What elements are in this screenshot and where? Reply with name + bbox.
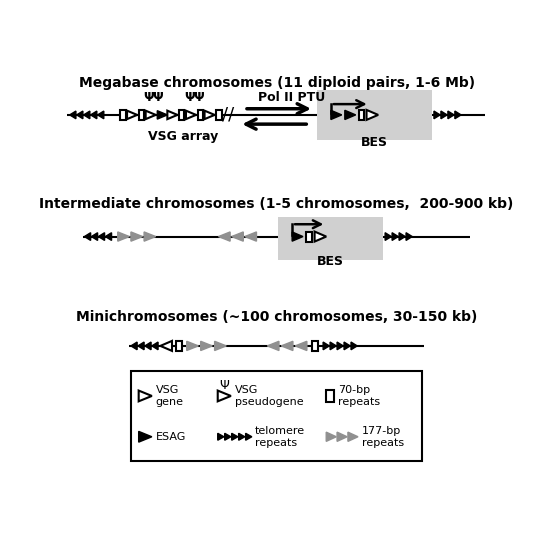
- Polygon shape: [131, 342, 137, 350]
- Polygon shape: [218, 390, 231, 402]
- Polygon shape: [448, 111, 454, 119]
- Bar: [359, 110, 364, 120]
- Polygon shape: [92, 233, 98, 240]
- Polygon shape: [434, 111, 440, 119]
- Text: Ψ: Ψ: [143, 91, 154, 105]
- Polygon shape: [323, 342, 329, 350]
- Polygon shape: [315, 232, 326, 241]
- Bar: [198, 110, 203, 120]
- Text: Ψ: Ψ: [193, 91, 204, 105]
- Bar: [120, 110, 126, 120]
- Text: Pol II PTU: Pol II PTU: [259, 91, 326, 105]
- Polygon shape: [367, 110, 378, 120]
- Polygon shape: [399, 233, 405, 240]
- Text: Ψ: Ψ: [219, 380, 229, 392]
- Polygon shape: [152, 342, 158, 350]
- Polygon shape: [385, 233, 391, 240]
- Text: 70-bp
repeats: 70-bp repeats: [338, 385, 380, 407]
- Bar: [131, 371, 421, 461]
- Polygon shape: [281, 341, 293, 350]
- Polygon shape: [267, 341, 279, 350]
- Text: VSG array: VSG array: [149, 130, 219, 143]
- Polygon shape: [295, 341, 307, 350]
- Polygon shape: [245, 232, 257, 241]
- Text: Megabase chromosomes (11 diploid pairs, 1-6 Mb): Megabase chromosomes (11 diploid pairs, …: [79, 75, 475, 90]
- Bar: [179, 110, 184, 120]
- Polygon shape: [351, 342, 357, 350]
- Polygon shape: [91, 111, 97, 119]
- Text: ESAG: ESAG: [156, 432, 186, 442]
- Bar: [139, 110, 144, 120]
- Polygon shape: [139, 390, 152, 402]
- Polygon shape: [246, 433, 252, 440]
- Polygon shape: [337, 432, 347, 442]
- Polygon shape: [70, 111, 76, 119]
- Polygon shape: [215, 341, 226, 350]
- Text: Ψ: Ψ: [184, 91, 195, 105]
- Polygon shape: [131, 232, 142, 241]
- Polygon shape: [292, 232, 303, 241]
- Polygon shape: [144, 232, 156, 241]
- Bar: [278, 217, 383, 260]
- Bar: [312, 341, 319, 351]
- Polygon shape: [127, 111, 137, 119]
- Text: BES: BES: [361, 137, 388, 150]
- Text: Intermediate chromosomes (1-5 chromosomes,  200-900 kb): Intermediate chromosomes (1-5 chromosome…: [39, 197, 514, 211]
- Bar: [216, 110, 222, 120]
- Polygon shape: [345, 111, 356, 120]
- Polygon shape: [225, 433, 231, 440]
- Text: VSG
gene: VSG gene: [156, 385, 184, 407]
- Polygon shape: [344, 342, 350, 350]
- Text: Ψ: Ψ: [152, 91, 163, 105]
- Polygon shape: [232, 433, 238, 440]
- Polygon shape: [186, 341, 198, 350]
- Polygon shape: [85, 233, 91, 240]
- Polygon shape: [145, 342, 151, 350]
- Bar: [176, 341, 182, 351]
- Polygon shape: [204, 111, 215, 119]
- Polygon shape: [138, 342, 144, 350]
- Polygon shape: [331, 111, 342, 120]
- Polygon shape: [348, 432, 358, 442]
- Bar: [326, 390, 334, 402]
- Text: VSG
pseudogene: VSG pseudogene: [235, 385, 303, 407]
- Polygon shape: [337, 342, 343, 350]
- Bar: [306, 232, 312, 241]
- Polygon shape: [406, 233, 412, 240]
- Text: //: //: [222, 106, 234, 124]
- Polygon shape: [232, 232, 243, 241]
- Polygon shape: [218, 433, 224, 440]
- Polygon shape: [99, 233, 105, 240]
- Polygon shape: [118, 232, 129, 241]
- Polygon shape: [218, 232, 230, 241]
- Bar: [317, 90, 432, 139]
- Text: telomere
repeats: telomere repeats: [255, 426, 305, 447]
- Polygon shape: [105, 233, 112, 240]
- Polygon shape: [167, 111, 177, 119]
- Polygon shape: [98, 111, 104, 119]
- Text: Minichromosomes (~100 chromosomes, 30-150 kb): Minichromosomes (~100 chromosomes, 30-15…: [76, 310, 478, 325]
- Polygon shape: [330, 342, 336, 350]
- Polygon shape: [77, 111, 83, 119]
- Polygon shape: [157, 111, 167, 119]
- Polygon shape: [455, 111, 461, 119]
- Polygon shape: [441, 111, 447, 119]
- Polygon shape: [201, 341, 212, 350]
- Polygon shape: [239, 433, 245, 440]
- Polygon shape: [326, 432, 336, 442]
- Text: BES: BES: [317, 255, 344, 268]
- Polygon shape: [84, 111, 90, 119]
- Polygon shape: [161, 341, 172, 351]
- Polygon shape: [146, 111, 156, 119]
- Polygon shape: [392, 233, 398, 240]
- Text: 177-bp
repeats: 177-bp repeats: [362, 426, 404, 447]
- Polygon shape: [139, 431, 152, 442]
- Polygon shape: [186, 111, 196, 119]
